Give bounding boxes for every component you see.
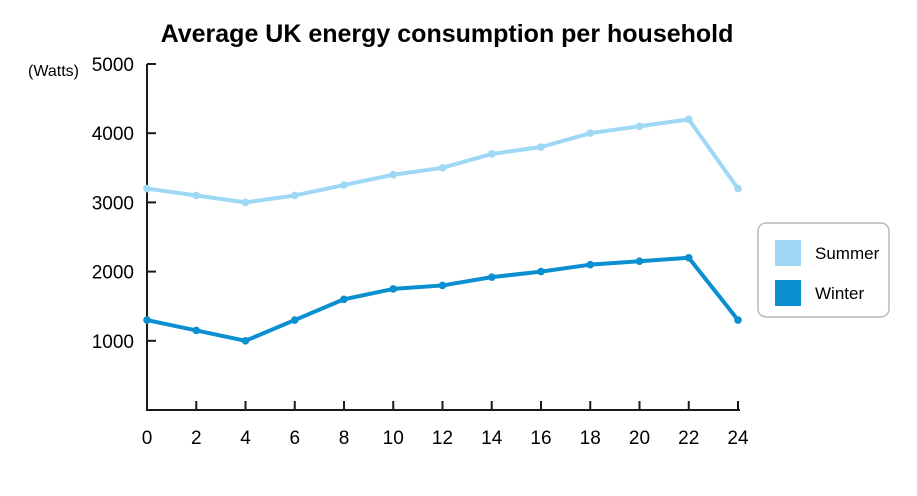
- y-tick-label: 5000: [92, 55, 134, 76]
- y-tick-label: 1000: [92, 332, 134, 353]
- data-point-summer: [537, 143, 545, 151]
- data-point-summer: [684, 115, 693, 124]
- y-tick-label: 2000: [92, 263, 134, 284]
- y-tick-label: 4000: [92, 124, 134, 145]
- data-point-winter: [241, 337, 250, 345]
- data-point-winter: [537, 267, 545, 276]
- data-point-winter: [734, 316, 742, 324]
- series-layer: [143, 115, 742, 345]
- y-tick-label: 3000: [92, 193, 134, 214]
- data-point-winter: [684, 253, 693, 262]
- data-point-winter: [635, 257, 644, 266]
- x-tick-label: 22: [678, 428, 699, 449]
- x-tick-label: 18: [580, 428, 601, 449]
- x-ticks: 0 2 4 6 8 10 12 14 16 18 20 22 24: [142, 401, 749, 449]
- chart-title: Average UK energy consumption per househ…: [161, 20, 734, 48]
- series-line-summer: [145, 117, 740, 205]
- x-tick-label: 0: [142, 428, 153, 449]
- x-tick-label: 24: [727, 428, 749, 449]
- data-point-winter: [586, 260, 595, 269]
- legend: Summer Winter: [757, 222, 890, 318]
- x-tick-label: 4: [240, 428, 251, 449]
- y-ticks: 1000 2000 3000 4000 5000: [92, 55, 156, 353]
- x-tick-label: 20: [629, 428, 650, 449]
- data-point-winter: [340, 295, 348, 304]
- data-point-summer: [241, 198, 250, 207]
- x-tick-label: 12: [432, 428, 453, 449]
- x-tick-label: 16: [530, 428, 551, 449]
- data-point-summer: [487, 150, 496, 158]
- data-point-winter: [438, 281, 447, 290]
- data-point-summer: [290, 191, 299, 200]
- y-axis-unit-label: (Watts): [28, 63, 79, 80]
- data-point-summer: [389, 170, 398, 179]
- data-point-winter: [487, 273, 496, 281]
- legend-swatch-summer: [775, 240, 801, 266]
- legend-swatch-winter: [775, 280, 801, 306]
- data-point-summer: [143, 184, 151, 193]
- legend-label-winter: Winter: [815, 284, 864, 303]
- x-tick-label: 10: [383, 428, 404, 449]
- x-tick-label: 2: [191, 428, 202, 449]
- data-point-summer: [192, 191, 201, 200]
- x-tick-label: 8: [339, 428, 350, 449]
- data-point-winter: [389, 285, 398, 293]
- data-point-winter: [143, 316, 151, 324]
- legend-label-summer: Summer: [815, 244, 880, 263]
- data-point-summer: [586, 129, 595, 137]
- data-point-summer: [438, 164, 447, 172]
- series-line-winter: [145, 255, 740, 343]
- x-tick-label: 14: [481, 428, 503, 449]
- data-point-summer: [734, 184, 742, 193]
- data-point-summer: [635, 122, 644, 131]
- data-point-summer: [340, 181, 348, 189]
- x-tick-label: 6: [289, 428, 300, 449]
- data-point-winter: [192, 326, 201, 335]
- data-point-winter: [290, 316, 299, 324]
